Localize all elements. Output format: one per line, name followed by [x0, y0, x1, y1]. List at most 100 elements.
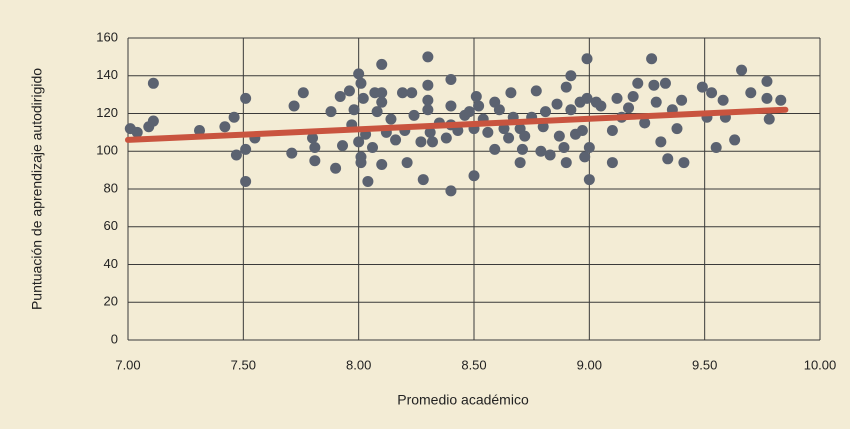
- point: [560, 81, 572, 93]
- point: [376, 87, 388, 99]
- point: [576, 124, 588, 136]
- point: [390, 134, 402, 146]
- point: [623, 102, 635, 114]
- y-tick-label: 20: [104, 294, 118, 309]
- point: [581, 92, 593, 104]
- point: [445, 74, 457, 86]
- point: [632, 77, 644, 89]
- point: [729, 134, 741, 146]
- point: [440, 132, 452, 144]
- point: [408, 109, 420, 121]
- y-tick-label: 40: [104, 256, 118, 271]
- point: [482, 126, 494, 138]
- point: [558, 141, 570, 153]
- point: [415, 136, 427, 148]
- point: [376, 158, 388, 170]
- point: [194, 124, 206, 136]
- point: [650, 96, 662, 108]
- point: [560, 157, 572, 169]
- point: [535, 145, 547, 157]
- point: [297, 87, 309, 99]
- point: [240, 92, 252, 104]
- point: [639, 117, 651, 129]
- point: [240, 143, 252, 155]
- point: [671, 123, 683, 135]
- point: [761, 92, 773, 104]
- point: [717, 94, 729, 106]
- point: [706, 87, 718, 99]
- point: [565, 104, 577, 116]
- point: [595, 100, 607, 112]
- point: [307, 132, 319, 144]
- point: [470, 91, 482, 103]
- point: [493, 104, 505, 116]
- y-tick-label: 120: [96, 105, 118, 120]
- point: [648, 79, 660, 91]
- point: [761, 75, 773, 87]
- point: [463, 106, 475, 118]
- point: [579, 151, 591, 163]
- point: [489, 143, 501, 155]
- y-tick-label: 140: [96, 67, 118, 82]
- point: [678, 157, 690, 169]
- point: [505, 87, 517, 99]
- point: [519, 130, 531, 142]
- point: [659, 77, 671, 89]
- point: [763, 113, 775, 125]
- point: [396, 87, 408, 99]
- y-tick-label: 60: [104, 218, 118, 233]
- point: [426, 136, 438, 148]
- point: [385, 113, 397, 125]
- point: [544, 149, 556, 161]
- point: [498, 123, 510, 135]
- point: [334, 91, 346, 103]
- point: [553, 130, 565, 142]
- point: [355, 157, 367, 169]
- point: [473, 100, 485, 112]
- point: [362, 175, 374, 187]
- point: [240, 175, 252, 187]
- y-tick-label: 160: [96, 29, 118, 44]
- x-tick-label: 8.00: [346, 357, 371, 372]
- x-tick-label: 7.00: [115, 357, 140, 372]
- trend-line: [125, 106, 789, 143]
- point: [343, 85, 355, 97]
- point: [611, 92, 623, 104]
- point: [228, 111, 240, 123]
- point: [376, 58, 388, 70]
- point: [736, 64, 748, 76]
- point: [286, 147, 298, 159]
- point: [445, 185, 457, 197]
- point: [417, 174, 429, 186]
- point: [371, 106, 383, 118]
- y-tick-label: 100: [96, 143, 118, 158]
- point: [288, 100, 300, 112]
- x-tick-label: 8.50: [461, 357, 486, 372]
- point: [606, 157, 618, 169]
- point: [376, 96, 388, 108]
- x-tick-label: 10.00: [804, 357, 837, 372]
- point: [627, 91, 639, 103]
- point: [424, 126, 436, 138]
- point: [662, 153, 674, 165]
- x-tick-label: 9.00: [577, 357, 602, 372]
- point: [357, 92, 369, 104]
- point: [445, 100, 457, 112]
- point: [655, 136, 667, 148]
- point: [422, 104, 434, 116]
- point: [147, 115, 159, 127]
- point: [745, 87, 757, 99]
- point: [606, 124, 618, 136]
- point: [422, 51, 434, 63]
- x-tick-label: 7.50: [231, 357, 256, 372]
- x-tick-label: 9.50: [692, 357, 717, 372]
- point: [514, 157, 526, 169]
- point: [230, 149, 242, 161]
- point: [551, 98, 563, 110]
- point: [696, 81, 708, 93]
- point: [422, 79, 434, 91]
- y-axis-label: Puntuación de aprendizaje autodirigido: [29, 68, 45, 310]
- point: [367, 141, 379, 153]
- point: [583, 174, 595, 186]
